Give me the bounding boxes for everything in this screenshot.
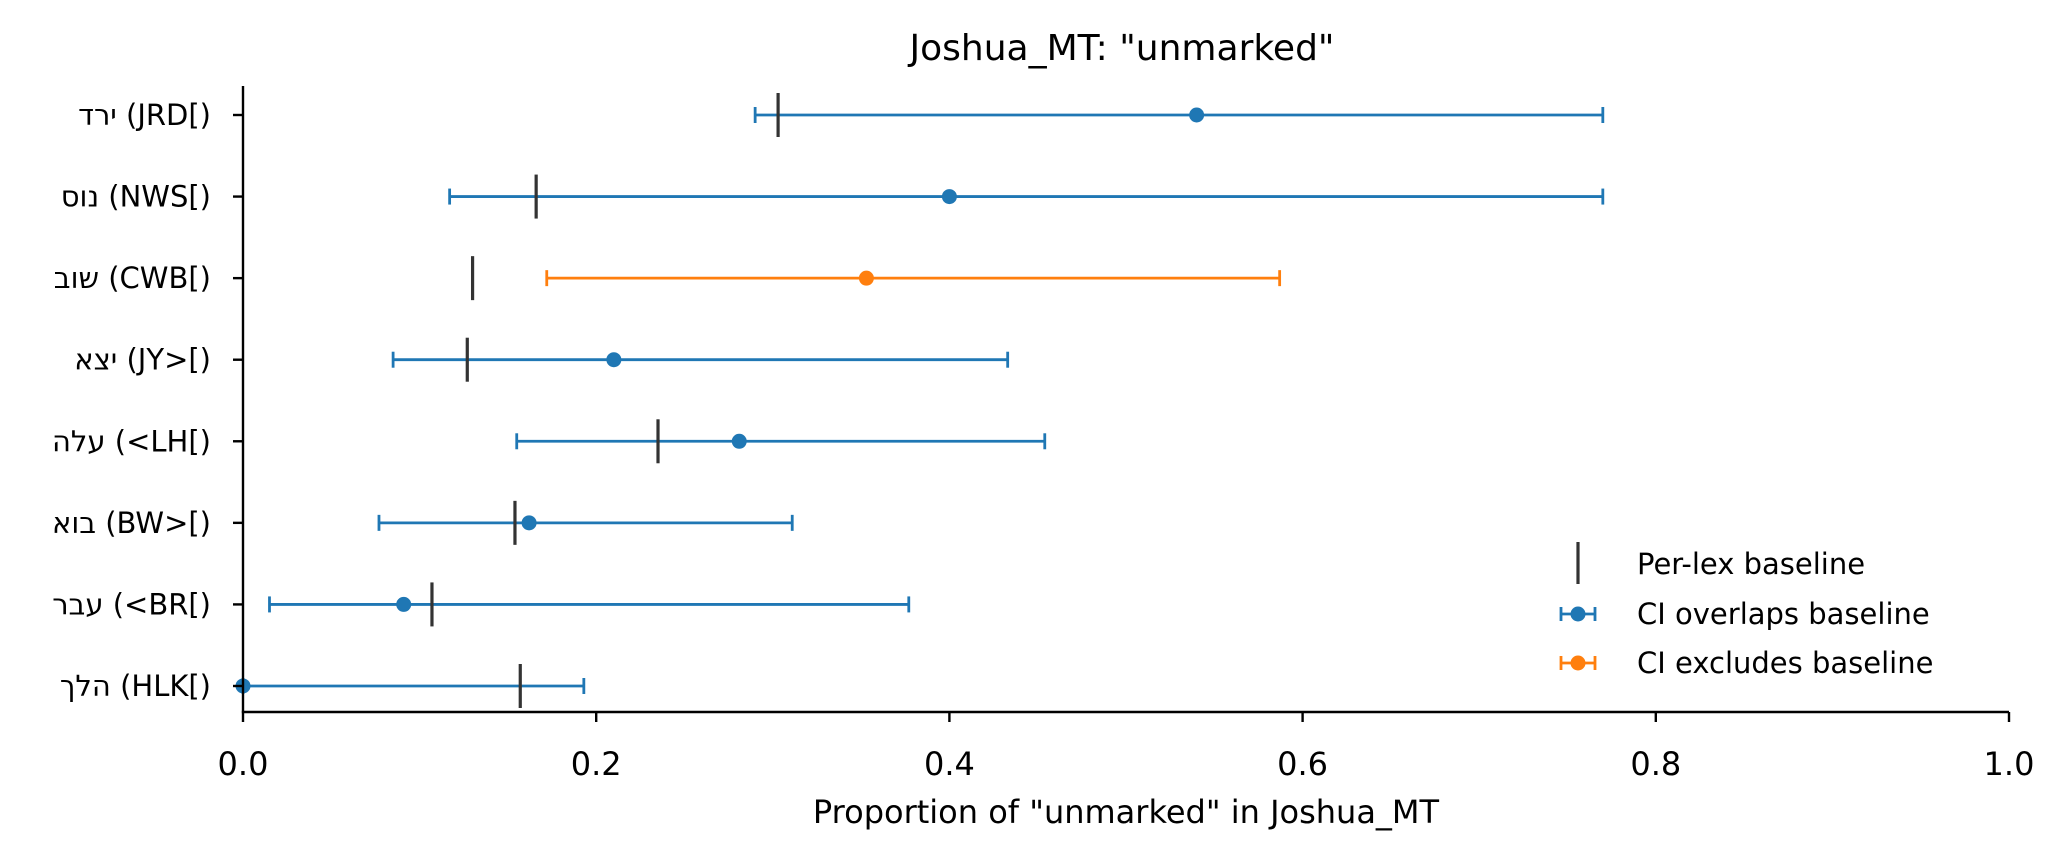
data-row bbox=[515, 419, 1047, 464]
x-tick-label: 0.8 bbox=[1630, 745, 1681, 783]
data-row bbox=[268, 582, 911, 627]
data-row bbox=[448, 174, 1605, 219]
legend-label: CI excludes baseline bbox=[1637, 646, 1933, 680]
x-tick-label: 0.2 bbox=[571, 745, 622, 783]
y-axis-labels: ירד (JRD[) נוס (NWS[) שוב (CWB[) יצא (JY>[)… bbox=[52, 98, 243, 703]
y-tick-label: נוס (NWS[) bbox=[61, 180, 211, 214]
x-tick-label: 0.4 bbox=[924, 745, 975, 783]
x-tick-label: 1.0 bbox=[1984, 745, 2035, 783]
legend-point bbox=[1570, 655, 1586, 671]
y-tick-label: בוא (BW>[) bbox=[52, 506, 211, 540]
point-estimate bbox=[1189, 107, 1205, 123]
x-tick-label: 0.6 bbox=[1277, 745, 1328, 783]
chart-title: Joshua_MT: "unmarked" bbox=[907, 28, 1334, 69]
legend-point bbox=[1570, 606, 1586, 622]
data-row bbox=[753, 93, 1605, 137]
x-axis-label: Proportion of "unmarked" in Joshua_MT bbox=[813, 793, 1440, 831]
y-tick-label: הלך (HLK[) bbox=[60, 669, 211, 703]
y-tick-label: יצא (JY>[) bbox=[74, 343, 211, 377]
legend-label: Per-lex baseline bbox=[1637, 547, 1865, 581]
point-estimate bbox=[858, 270, 874, 286]
x-axis-ticks: 0.0 0.2 0.4 0.6 0.8 1.0 bbox=[218, 712, 2035, 783]
data-row bbox=[377, 500, 794, 545]
point-estimate bbox=[396, 596, 412, 612]
data-row bbox=[235, 663, 586, 708]
point-estimate bbox=[941, 189, 957, 205]
y-tick-label: עבר (<BR[) bbox=[52, 587, 211, 621]
x-tick-label: 0.0 bbox=[218, 745, 269, 783]
point-estimate bbox=[521, 515, 537, 531]
y-tick-label: עלה (<LH[) bbox=[52, 424, 211, 458]
point-estimate bbox=[606, 352, 622, 368]
y-tick-label: שוב (CWB[) bbox=[54, 261, 211, 295]
legend-label: CI overlaps baseline bbox=[1637, 597, 1930, 631]
plot-area bbox=[235, 93, 1605, 708]
legend: Per-lex baseline CI overlaps baseline CI e… bbox=[1559, 542, 1933, 680]
data-row bbox=[391, 337, 1010, 382]
point-estimate bbox=[731, 433, 747, 449]
y-tick-label: ירד (JRD[) bbox=[78, 98, 211, 132]
data-row bbox=[470, 256, 1282, 301]
